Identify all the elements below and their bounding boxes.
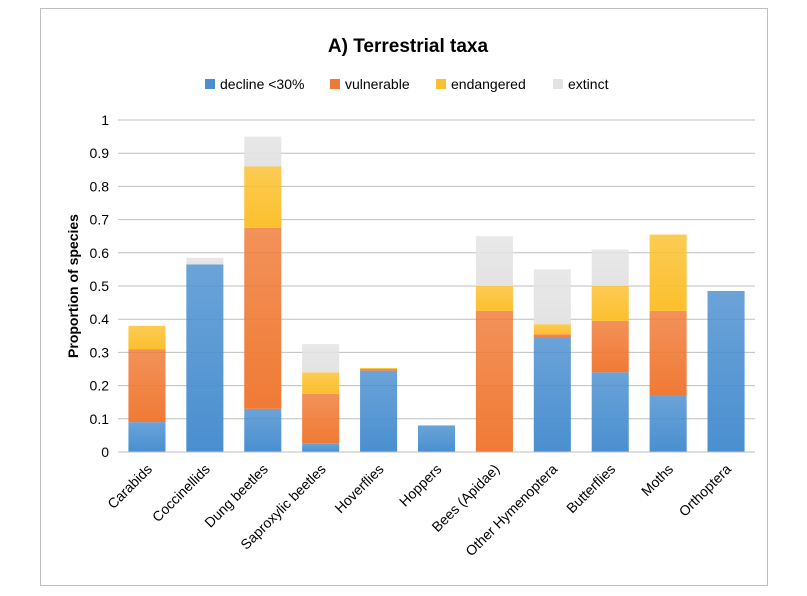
- chart-frame: [40, 8, 768, 586]
- bar-segment: [475, 286, 513, 311]
- bar-segment: [128, 422, 166, 452]
- legend-label: decline <30%: [220, 76, 304, 92]
- legend-label: extinct: [568, 76, 609, 92]
- y-tick-label: 0.4: [90, 311, 110, 327]
- bar-segment: [244, 166, 282, 228]
- x-tick-label: Carabids: [104, 461, 155, 512]
- legend-swatch: [436, 79, 446, 89]
- bar-segment: [128, 325, 166, 350]
- bars: [128, 136, 745, 452]
- x-tick-label: Orthoptera: [676, 461, 735, 520]
- bar-segment: [244, 408, 282, 452]
- bar-segment: [649, 395, 687, 452]
- x-tick-label: Butterflies: [563, 461, 618, 516]
- y-tick-label: 1: [101, 112, 109, 128]
- y-axis-ticks: 0 0.1 0.2 0.3 0.4 0.5 0.6 0.7 0.8 0.9 1: [90, 112, 110, 460]
- bar-segment: [707, 290, 745, 452]
- y-tick-label: 0.8: [90, 178, 110, 194]
- y-tick-label: 0.7: [90, 212, 110, 228]
- grid-lines: [118, 119, 755, 420]
- bar-segment: [128, 349, 166, 423]
- bar-segment: [302, 372, 340, 394]
- y-axis-label: Proportion of species: [65, 214, 81, 358]
- legend-label: vulnerable: [345, 76, 410, 92]
- bar-segment: [302, 443, 340, 452]
- y-tick-label: 0.2: [90, 378, 110, 394]
- bar-segment: [186, 257, 224, 265]
- x-tick-label: Hoverflies: [331, 461, 386, 516]
- bar-segment: [591, 320, 629, 373]
- y-tick-label: 0.9: [90, 145, 110, 161]
- bar-segment: [186, 264, 224, 452]
- legend: decline <30% vulnerable endangered extinct: [205, 76, 609, 92]
- x-tick-label: Coccinellids: [149, 461, 213, 525]
- bar-segment: [360, 369, 398, 371]
- bar-segment: [591, 286, 629, 321]
- bar-segment: [417, 425, 456, 452]
- legend-swatch: [553, 79, 563, 89]
- bar-segment: [533, 337, 571, 452]
- bar-segment: [591, 372, 629, 452]
- bar-segment: [533, 324, 571, 335]
- y-tick-label: 0.3: [90, 344, 110, 360]
- bar-segment: [244, 227, 282, 409]
- bar-segment: [360, 370, 398, 452]
- bar-segment: [649, 310, 687, 396]
- bar-segment: [591, 249, 629, 286]
- bar-segment: [360, 368, 398, 369]
- chart-title: A) Terrestrial taxa: [328, 36, 489, 57]
- legend-swatch: [205, 79, 215, 89]
- legend-swatch: [330, 79, 340, 89]
- bar-segment: [475, 236, 513, 286]
- legend-label: endangered: [451, 76, 526, 92]
- bar-segment: [302, 344, 340, 373]
- bar-segment: [302, 393, 340, 444]
- bar-segment: [533, 334, 571, 338]
- y-tick-label: 0.5: [90, 278, 110, 294]
- x-tick-label: Moths: [638, 461, 676, 499]
- y-tick-label: 0.6: [90, 245, 110, 261]
- bar-segment: [649, 234, 687, 311]
- bar-segment: [533, 269, 571, 325]
- x-tick-label: Hoppers: [396, 461, 445, 510]
- bar-segment: [475, 310, 513, 452]
- bar-segment: [244, 136, 282, 167]
- y-tick-label: 0: [101, 444, 109, 460]
- y-tick-label: 0.1: [90, 411, 110, 427]
